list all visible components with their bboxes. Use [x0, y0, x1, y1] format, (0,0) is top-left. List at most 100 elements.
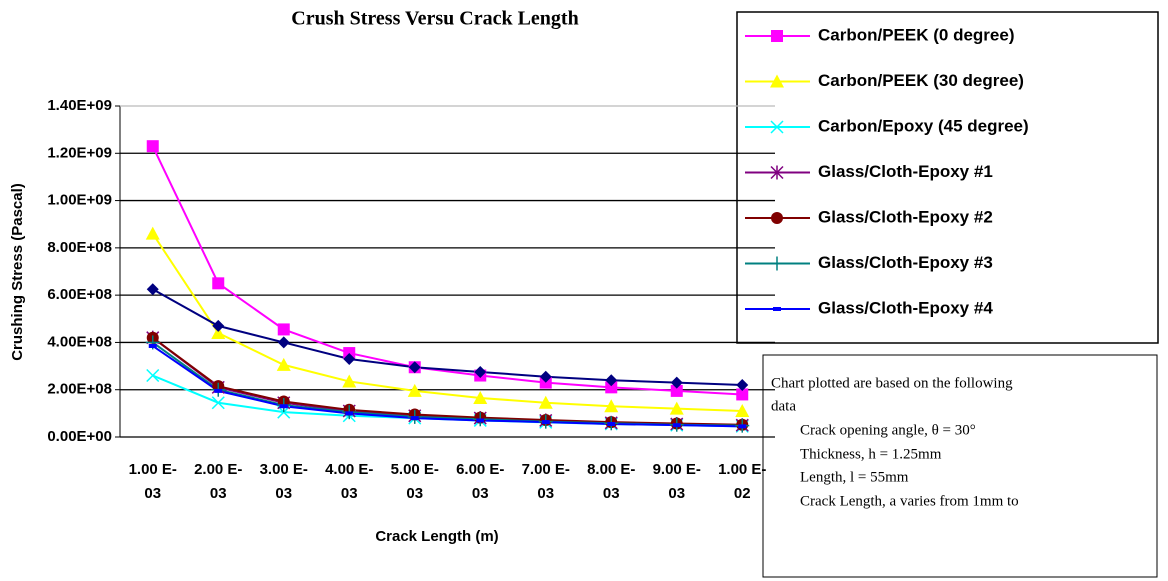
y-axis-label: Crushing Stress (Pascal) [9, 183, 26, 361]
marker-shape [605, 381, 618, 394]
marker-shape [770, 120, 784, 134]
note-box [762, 354, 1158, 578]
marker-shape [538, 395, 553, 409]
marker [276, 357, 291, 371]
legend-box [736, 11, 1159, 344]
x-axis-label: Crack Length (m) [375, 528, 498, 545]
series-line [152, 341, 743, 427]
note-line: Crack opening angle, θ = 30° [800, 422, 976, 438]
marker-shape [145, 226, 160, 240]
note-line: Thickness, h = 1.25mm [800, 446, 942, 462]
marker-shape [605, 374, 618, 387]
marker [343, 352, 356, 365]
marker-shape [214, 388, 223, 393]
marker [770, 74, 784, 88]
marker [736, 388, 749, 401]
marker [410, 416, 419, 421]
marker [342, 374, 357, 388]
legend-label: Carbon/PEEK (0 degree) [818, 25, 1015, 44]
marker [146, 140, 159, 153]
marker [277, 336, 290, 349]
series-line [152, 336, 743, 426]
y-tick-label: 6.00E+08 [47, 286, 112, 303]
note-line: Crack Length, a varies from 1mm to [800, 493, 1019, 509]
x-tick-label: 8.00 E-03 [587, 461, 636, 502]
marker [212, 319, 225, 332]
series-line [152, 288, 743, 386]
marker-shape [410, 416, 419, 421]
marker-shape [342, 374, 357, 388]
marker-shape [212, 319, 225, 332]
marker [407, 383, 422, 397]
marker [735, 403, 750, 417]
marker [277, 323, 290, 336]
marker-shape [476, 418, 485, 423]
marker-shape [539, 370, 552, 383]
marker-shape [343, 352, 356, 365]
marker-shape [541, 420, 550, 425]
marker-shape [669, 401, 684, 415]
marker-shape [670, 384, 683, 397]
marker-shape [473, 390, 488, 404]
marker-shape [345, 411, 354, 416]
marker-shape [408, 361, 421, 374]
marker [538, 395, 553, 409]
marker [212, 277, 225, 290]
legend-label: Carbon/PEEK (30 degree) [818, 71, 1024, 90]
series-line [151, 233, 743, 412]
marker-shape [146, 283, 159, 296]
note-line: data [771, 398, 796, 414]
marker-shape [407, 383, 422, 397]
marker-shape [773, 307, 781, 311]
marker-shape [279, 404, 288, 409]
y-tick-label: 8.00E+08 [47, 239, 112, 256]
marker-shape [277, 323, 290, 336]
marker-shape [146, 368, 160, 383]
y-tick-label: 0.00E+00 [47, 428, 112, 445]
marker-shape [211, 325, 226, 339]
marker [738, 424, 747, 429]
marker-shape [771, 30, 783, 42]
marker [145, 226, 160, 240]
marker-shape [770, 74, 784, 88]
marker [541, 420, 550, 425]
marker-shape [736, 388, 749, 401]
marker [773, 307, 781, 311]
marker [770, 256, 784, 271]
marker-shape [212, 277, 225, 290]
marker [607, 421, 616, 426]
marker [771, 212, 783, 224]
marker [604, 399, 619, 413]
marker [670, 376, 683, 389]
marker [473, 390, 488, 404]
marker-shape [735, 403, 750, 417]
x-tick-label: 4.00 E-03 [325, 461, 374, 502]
marker [148, 343, 157, 348]
x-tick-label: 1.00 E-03 [128, 461, 177, 502]
x-tick-label: 7.00 E-03 [521, 461, 570, 502]
marker [672, 423, 681, 428]
marker [345, 411, 354, 416]
marker [146, 283, 159, 296]
y-tick-label: 1.40E+09 [47, 97, 112, 114]
x-tick-label: 6.00 E-03 [456, 461, 505, 502]
marker-shape [211, 396, 225, 410]
marker [146, 368, 160, 383]
marker [214, 388, 223, 393]
marker [279, 404, 288, 409]
y-tick-label: 4.00E+08 [47, 333, 112, 350]
marker-shape [736, 378, 749, 391]
marker-shape [672, 423, 681, 428]
legend-label: Glass/Cloth-Epoxy #3 [818, 253, 993, 272]
marker-shape [276, 357, 291, 371]
chart-title: Crush Stress Versu Crack Length [291, 8, 578, 30]
marker-shape [738, 424, 747, 429]
marker [736, 378, 749, 391]
marker-shape [474, 365, 487, 378]
marker [605, 381, 618, 394]
marker [408, 361, 421, 374]
y-tick-label: 1.20E+09 [47, 144, 112, 161]
note-line: Length, l = 55mm [800, 469, 909, 485]
